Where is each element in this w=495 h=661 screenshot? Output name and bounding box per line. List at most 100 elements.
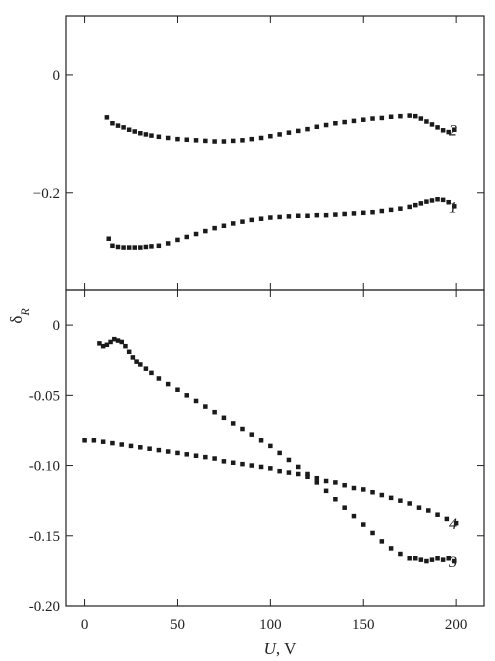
point-series-2-13 (193, 138, 199, 143)
point-series-4-8 (156, 447, 162, 453)
point-series-1-36 (407, 204, 412, 210)
point-series-3-39 (388, 546, 394, 551)
point-series-1-12 (184, 234, 190, 240)
point-series-4-18 (249, 463, 255, 468)
point-series-4-20 (268, 466, 273, 471)
point-series-2-26 (314, 124, 320, 130)
point-series-1-20 (258, 216, 264, 221)
point-series-3-7 (123, 343, 128, 349)
point-series-3-22 (230, 421, 236, 426)
point-series-3-21 (221, 415, 227, 421)
point-series-1-43 (446, 199, 451, 205)
series-4 (82, 438, 459, 526)
y-tick-label-bottom-1: -0.05 (29, 388, 60, 404)
point-series-2-16 (221, 139, 227, 144)
y-axis-title: δR (7, 308, 32, 324)
y-tick-label-top-0: 0 (53, 68, 61, 84)
x-tick-label-3: 150 (352, 617, 375, 633)
point-series-4-17 (240, 461, 245, 467)
point-series-1-32 (370, 209, 375, 215)
x-axis-ticks: 0 50 100 150 200 (81, 617, 468, 633)
top-panel: 0 −0.2 2 1 (33, 15, 485, 291)
point-series-1-8 (149, 244, 154, 249)
point-series-1-14 (203, 228, 208, 234)
point-series-3-9 (130, 355, 136, 360)
point-series-2-6 (138, 131, 143, 136)
point-series-1-27 (323, 212, 329, 218)
point-series-1-3 (121, 245, 126, 250)
curve-label-3: 3 (448, 554, 457, 571)
point-series-1-7 (143, 244, 149, 250)
series-3 (97, 336, 457, 564)
point-series-1-30 (351, 211, 357, 216)
point-series-4-1 (91, 438, 97, 443)
point-series-1-34 (388, 207, 394, 213)
point-series-3-44 (424, 558, 429, 564)
point-series-2-22 (277, 132, 282, 137)
point-series-2-11 (175, 136, 180, 142)
point-series-3-16 (175, 387, 180, 392)
point-series-1-25 (305, 213, 310, 219)
point-series-1-6 (138, 245, 143, 250)
point-series-2-15 (212, 139, 217, 144)
point-series-1-28 (333, 212, 338, 217)
point-series-3-17 (184, 393, 190, 398)
series-2 (104, 113, 457, 144)
point-series-3-18 (193, 398, 199, 404)
curve-label-1: 1 (449, 199, 457, 216)
point-series-3-15 (165, 381, 171, 387)
point-series-1-16 (221, 223, 227, 229)
y-tick-label-bottom-3: -0.15 (29, 529, 60, 545)
point-series-2-44 (452, 127, 457, 132)
point-series-4-30 (360, 487, 366, 492)
point-series-4-15 (221, 459, 227, 464)
point-series-1-38 (418, 201, 424, 206)
x-axis-title: U, V (264, 639, 297, 658)
point-series-3-36 (360, 522, 366, 527)
point-series-3-2 (104, 342, 110, 348)
point-series-2-41 (435, 125, 440, 130)
point-series-1-24 (295, 213, 301, 219)
point-series-3-0 (97, 341, 102, 346)
point-series-1-41 (435, 197, 440, 202)
point-series-4-32 (379, 492, 385, 498)
point-series-3-5 (115, 338, 121, 343)
point-series-1-18 (240, 219, 245, 224)
point-series-2-7 (143, 132, 149, 137)
point-series-4-6 (138, 445, 143, 450)
point-series-3-43 (418, 557, 424, 562)
point-series-2-9 (156, 134, 162, 140)
point-series-2-14 (203, 138, 208, 144)
point-series-4-13 (203, 454, 208, 460)
bottom-panel-ticks: 0 -0.05 -0.10 -0.15 -0.20 (29, 290, 484, 615)
point-series-3-28 (286, 457, 292, 463)
point-series-1-13 (193, 231, 199, 237)
point-series-1-29 (342, 211, 347, 217)
point-series-4-25 (314, 475, 320, 481)
point-series-4-16 (230, 460, 236, 465)
y-tick-label-bottom-4: -0.20 (29, 599, 60, 615)
point-series-3-14 (156, 376, 162, 381)
point-series-3-20 (212, 409, 217, 415)
point-series-3-49 (452, 558, 457, 564)
point-series-1-42 (440, 197, 446, 203)
point-series-4-4 (119, 442, 124, 447)
y-tick-label-bottom-0: 0 (53, 318, 61, 334)
point-series-4-14 (212, 456, 217, 461)
point-series-3-29 (295, 464, 301, 470)
point-series-2-37 (413, 113, 418, 119)
point-series-4-22 (286, 470, 292, 475)
point-series-3-38 (379, 539, 385, 544)
point-series-4-26 (323, 478, 329, 484)
point-series-3-32 (323, 488, 329, 494)
point-series-2-10 (165, 135, 171, 141)
point-series-3-46 (435, 555, 440, 561)
point-series-4-39 (444, 516, 450, 522)
point-series-4-12 (193, 453, 199, 458)
point-series-3-35 (351, 513, 357, 519)
point-series-3-41 (407, 555, 412, 561)
point-series-4-5 (128, 443, 134, 449)
point-series-3-31 (314, 480, 320, 485)
point-series-3-33 (333, 497, 338, 502)
point-series-3-10 (134, 359, 139, 364)
